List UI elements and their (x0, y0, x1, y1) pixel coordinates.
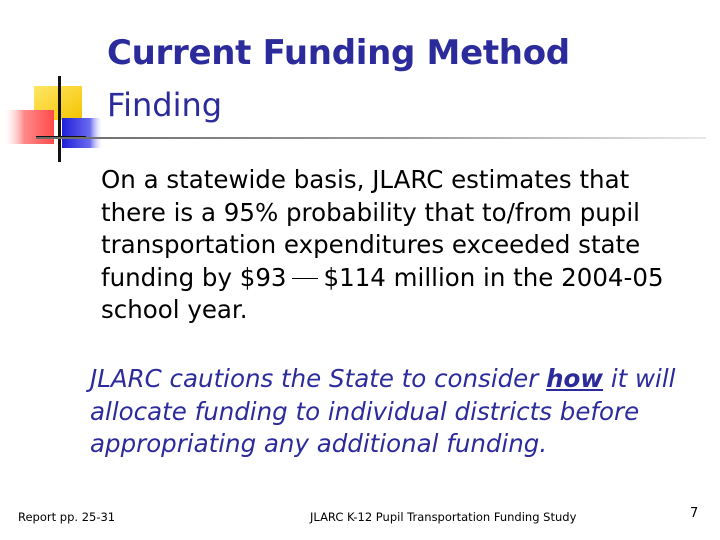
title-divider (36, 137, 706, 139)
footer-study-title: JLARC K-12 Pupil Transportation Funding … (310, 510, 577, 524)
slide-subtitle: Finding (107, 86, 223, 124)
caution-text-part-2: it will allocate funding to individual d… (90, 364, 676, 458)
slide-title: Current Funding Method (107, 33, 570, 73)
decorative-squares-logo (4, 76, 102, 162)
footer-report-pages: Report pp. 25-31 (18, 510, 116, 524)
finding-text-part-2: $114 million in the 2004-05 school year. (101, 262, 664, 325)
finding-paragraph: On a statewide basis, JLARC estimates th… (101, 164, 691, 327)
logo-blue-square (62, 118, 102, 148)
finding-text-part-1: On a statewide basis, JLARC estimates th… (101, 165, 641, 292)
logo-black-vertical-line (58, 76, 61, 162)
caution-emphasis: how (546, 364, 604, 393)
range-dash (291, 278, 318, 279)
caution-paragraph: JLARC cautions the State to consider how… (90, 363, 690, 461)
caution-text-part-1: JLARC cautions the State to consider (90, 364, 547, 393)
slide-page-number: 7 (690, 506, 699, 521)
